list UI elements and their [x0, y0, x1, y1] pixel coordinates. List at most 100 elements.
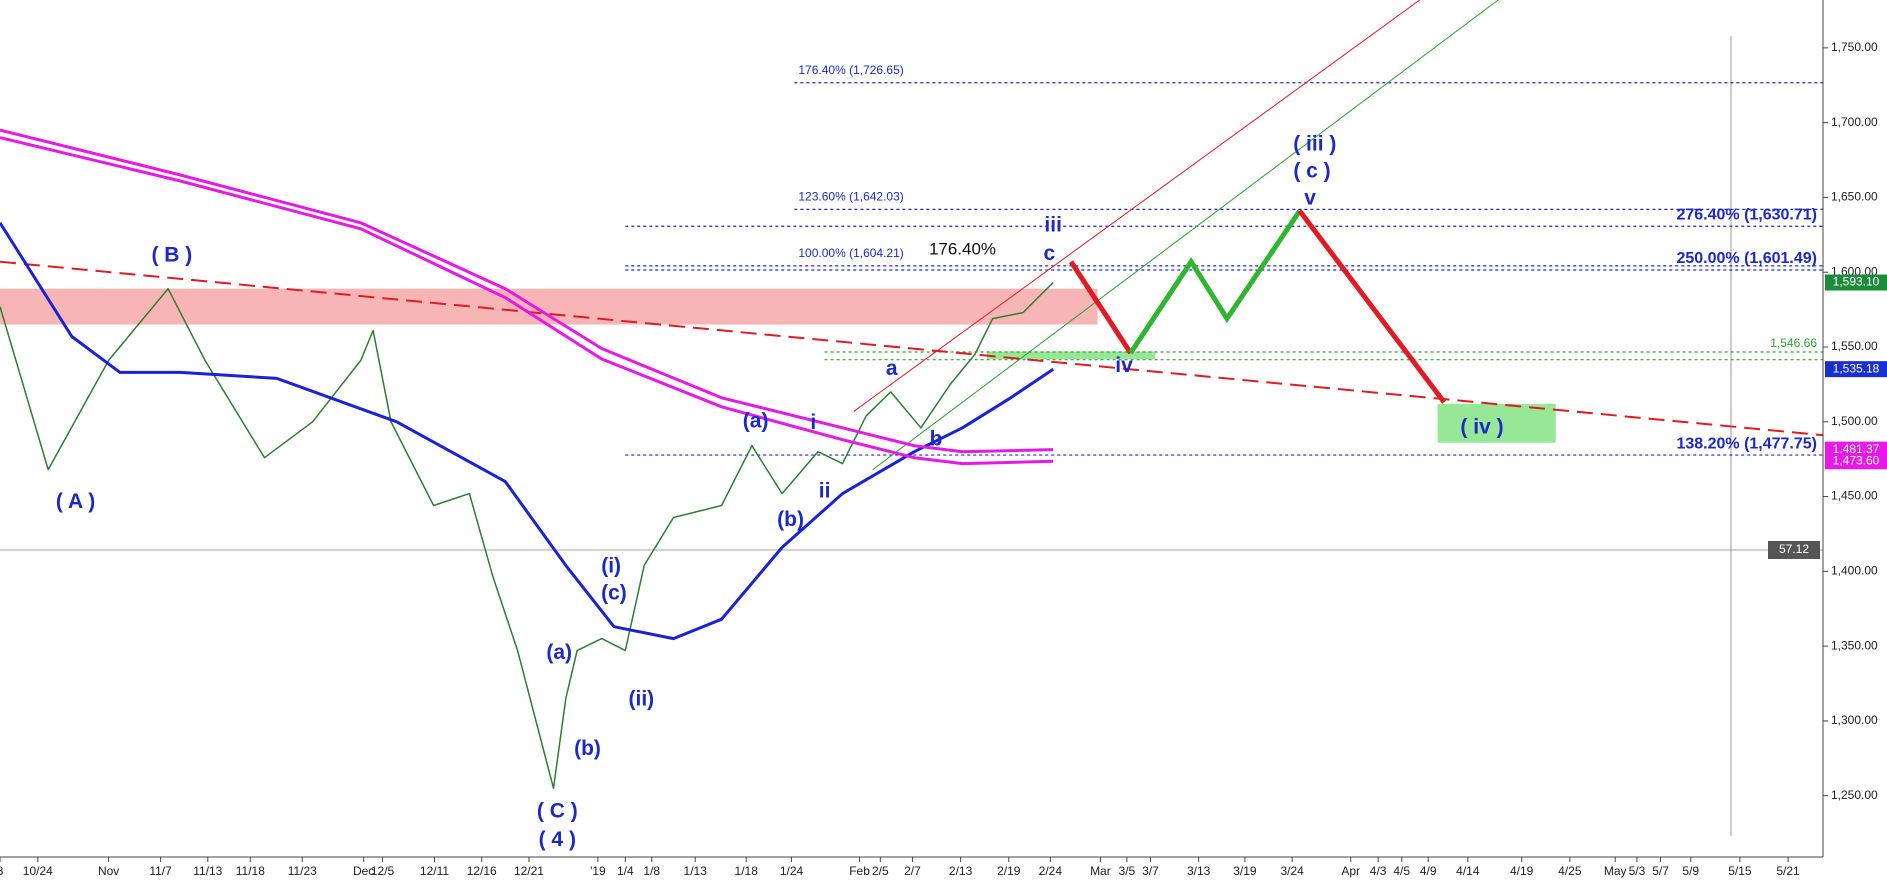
x-tick-label: 5/9 [1682, 864, 1699, 878]
x-tick-label: 4/9 [1420, 864, 1437, 878]
y-tick-label: 1,700.00 [1831, 115, 1878, 129]
x-tick-label: 4/3 [1370, 864, 1387, 878]
trendline [853, 0, 1420, 412]
wave-label: ( A ) [56, 490, 95, 513]
wave-label: ( 4 ) [539, 828, 576, 851]
y-tick-label: 1,550.00 [1831, 339, 1878, 353]
projection [1297, 209, 1447, 404]
level-label: 176.40% (1,726.65) [798, 63, 903, 77]
x-tick-label: 11/18 [236, 864, 265, 878]
note: 176.40% [929, 239, 996, 258]
wave-label: (ii) [629, 688, 655, 711]
level-label: 276.40% (1,630.71) [1676, 206, 1817, 223]
wave-label: (a) [743, 409, 769, 432]
series-line [0, 221, 1055, 641]
x-tick-label: 12/16 [467, 864, 497, 878]
y-tick-label: 1,300.00 [1831, 713, 1878, 727]
plot-area: 176.40% (1,726.65) 123.60% (1,642.03) 276.… [0, 0, 1823, 851]
reference-tag [1768, 541, 1820, 559]
x-tick-label: Feb [849, 864, 870, 878]
x-tick-label: Nov [98, 864, 119, 878]
y-tick-label: 1,750.00 [1831, 40, 1878, 54]
wave-label: v [1304, 186, 1316, 209]
y-tick-label: 1,350.00 [1831, 638, 1878, 652]
trendline [0, 260, 1823, 437]
x-tick-label: 12/21 [514, 864, 544, 878]
x-tick-label: 2/5 [872, 864, 889, 878]
x-tick-label: 5/7 [1652, 864, 1669, 878]
x-tick-label: 4/14 [1456, 864, 1480, 878]
x-tick-label: May [1604, 864, 1627, 878]
x-tick-label: 10/24 [23, 864, 53, 878]
x-tick-label: 11/23 [288, 864, 317, 878]
x-tick-label: 3/7 [1142, 864, 1159, 878]
wave-label: (i) [601, 554, 621, 577]
wave-label: iv [1115, 354, 1133, 377]
reference-label: 57.12 [1779, 542, 1809, 556]
price-tag-label: 1,473.60 [1833, 453, 1880, 467]
zone [1437, 403, 1556, 443]
series-line [0, 136, 1054, 466]
price-tag [1825, 453, 1887, 470]
x-tick-label: 3/13 [1187, 864, 1211, 878]
x-tick-label: Mar [1090, 864, 1111, 878]
y-tick-label: 1,450.00 [1831, 489, 1878, 503]
x-tick-label: 1/8 [643, 864, 660, 878]
projection [1128, 209, 1302, 355]
wave-label: ( C ) [537, 800, 578, 823]
wave-label: ( iii ) [1293, 133, 1336, 156]
price-tag-label: 1,481.37 [1833, 442, 1880, 456]
series-line [0, 128, 1054, 454]
x-tick-label: 12/5 [371, 864, 395, 878]
x-tick-label: 11/13 [193, 864, 222, 878]
x-tick-label: 1/4 [617, 864, 634, 878]
x-tick-label: 8 [0, 864, 4, 878]
wave-label: iii [1044, 213, 1062, 236]
projection [1069, 260, 1133, 355]
level-label: 100.00% (1,604.21) [798, 246, 903, 260]
x-tick-label: 3/24 [1280, 864, 1304, 878]
wave-label: (c) [601, 581, 627, 604]
x-tick-label: '19 [590, 864, 606, 878]
x-tick-label: 3/5 [1119, 864, 1136, 878]
x-tick-label: 1/13 [684, 864, 708, 878]
wave-label: c [1044, 242, 1056, 265]
x-tick-label: Apr [1341, 864, 1360, 878]
wave-label: (a) [546, 641, 572, 664]
x-tick-label: 5/15 [1728, 864, 1752, 878]
level-label: 123.60% (1,642.03) [798, 190, 903, 204]
x-tick-label: 2/24 [1039, 864, 1063, 878]
x-tick-label: 2/19 [997, 864, 1021, 878]
x-tick-label: 4/25 [1558, 864, 1582, 878]
trendline [872, 0, 1499, 470]
price-tag-label: 1,593.10 [1833, 275, 1880, 289]
wave-label: i [810, 411, 816, 434]
x-tick-label: 1/18 [735, 864, 759, 878]
price-tag [1825, 274, 1887, 291]
series-line [0, 281, 1054, 789]
y-tick-label: 1,250.00 [1831, 788, 1878, 802]
x-tick-label: 11/7 [149, 864, 172, 878]
x-tick-label: 5/3 [1629, 864, 1646, 878]
wave-label: b [930, 427, 943, 450]
wave-label: (b) [574, 737, 601, 760]
wave-label: ( iv ) [1460, 415, 1503, 438]
x-tick-label: 4/19 [1510, 864, 1534, 878]
x-tick-label: 4/5 [1393, 864, 1410, 878]
wave-label: ( c ) [1293, 160, 1330, 183]
x-tick-label: Dec [353, 864, 374, 878]
zone [987, 351, 1156, 359]
x-tick-label: 1/24 [780, 864, 804, 878]
price-tag [1825, 361, 1887, 378]
wave-label: ii [819, 480, 831, 503]
y-tick-label: 1,500.00 [1831, 414, 1878, 428]
wave-label: a [886, 357, 898, 380]
x-tick-label: 5/21 [1776, 864, 1800, 878]
x-tick-label: 2/7 [904, 864, 921, 878]
x-tick-label: 12/11 [420, 864, 449, 878]
y-tick-label: 1,400.00 [1831, 564, 1878, 578]
price-tag-label: 1,535.18 [1833, 361, 1880, 375]
y-tick-label: 1,650.00 [1831, 190, 1878, 204]
